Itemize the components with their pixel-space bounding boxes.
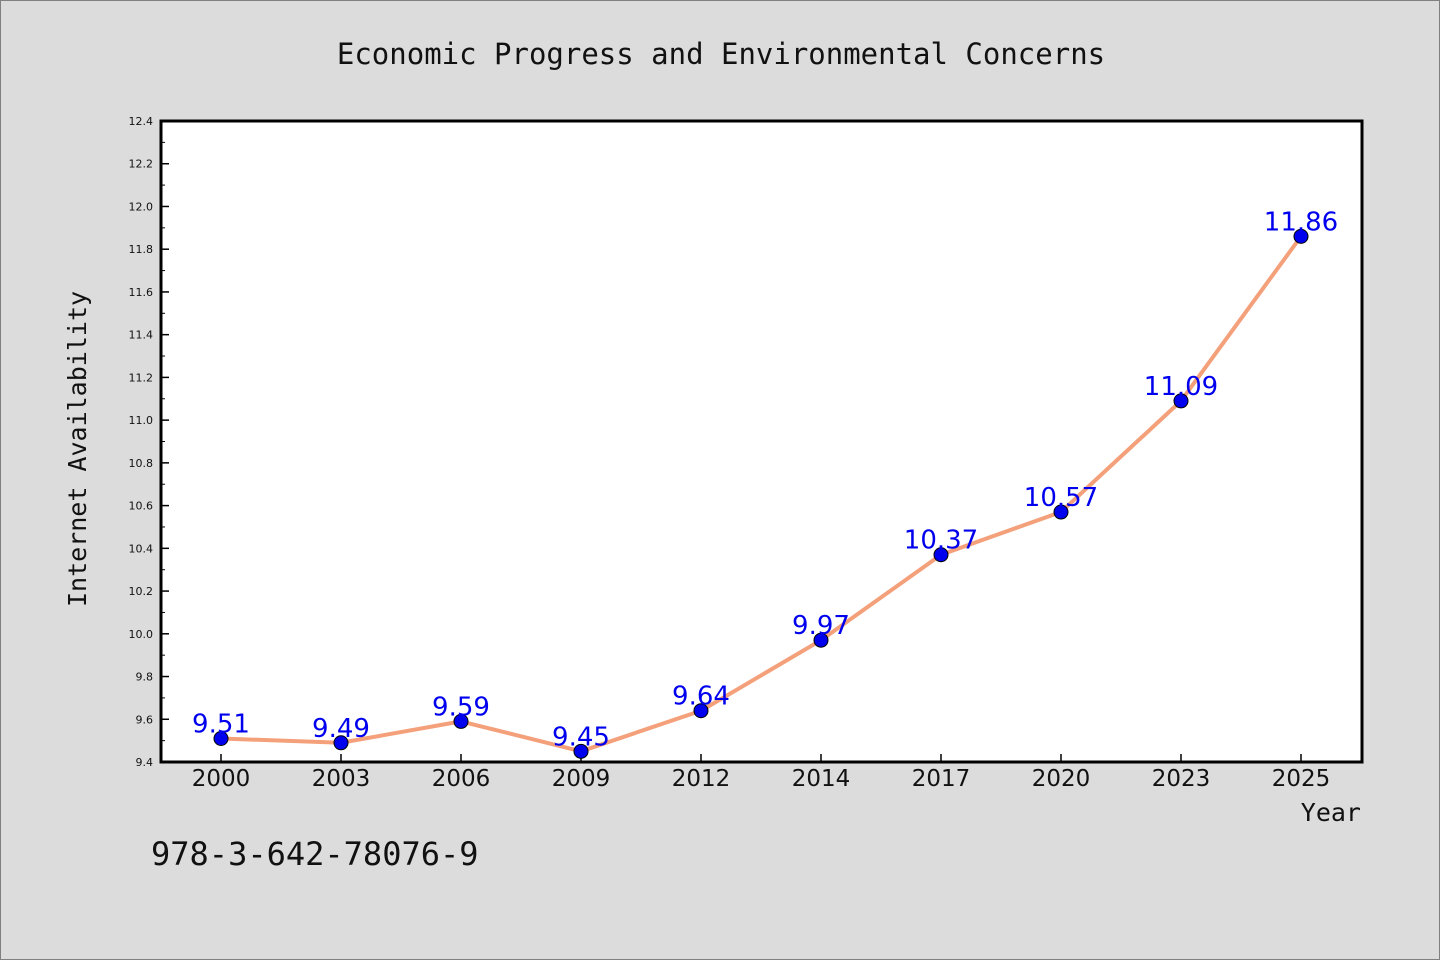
x-tick-label: 2012 <box>672 766 731 792</box>
y-tick-label: 10.0 <box>129 628 154 641</box>
data-point <box>453 713 469 729</box>
data-label: 11.09 <box>1144 372 1218 402</box>
x-tick-label: 2025 <box>1272 766 1331 792</box>
x-axis-label: Year <box>1301 798 1361 827</box>
y-tick-label: 9.8 <box>136 671 154 684</box>
y-tick-label: 11.2 <box>129 371 154 384</box>
data-point <box>333 735 349 751</box>
data-label: 9.49 <box>312 714 370 744</box>
data-label: 9.64 <box>672 682 730 712</box>
data-label: 10.57 <box>1024 483 1098 513</box>
data-point <box>693 703 709 719</box>
y-tick-label: 12.0 <box>129 200 154 213</box>
y-tick-label: 9.4 <box>136 756 154 769</box>
y-tick-label: 11.6 <box>129 286 154 299</box>
data-point <box>933 547 949 563</box>
data-point <box>1173 393 1189 409</box>
data-labels: 9.51 9.49 9.59 9.45 9.64 9.97 10.37 10.57 11.09 1… <box>192 207 1338 752</box>
x-tick-label: 2000 <box>192 766 251 792</box>
x-tick-label: 2014 <box>792 766 851 792</box>
data-point <box>813 632 829 648</box>
isbn-text: 978-3-642-78076-9 <box>151 835 479 873</box>
x-tick-label: 2009 <box>552 766 611 792</box>
data-point <box>1053 504 1069 520</box>
y-tick-label: 12.2 <box>129 158 154 171</box>
y-tick-label: 10.2 <box>129 585 154 598</box>
data-label: 11.86 <box>1264 207 1338 237</box>
x-tick-label: 2003 <box>312 766 371 792</box>
y-axis: 9.4 9.6 9.8 10.0 10.2 10.4 10.6 10.8 11.0 11.2 11.… <box>129 115 169 769</box>
series-group <box>213 228 1309 759</box>
x-tick-label: 2023 <box>1152 766 1211 792</box>
data-label: 10.37 <box>904 526 978 556</box>
x-axis: 2000 2003 2006 2009 2012 2014 2017 2020 2023 2025 <box>192 754 1331 792</box>
data-point <box>213 730 229 746</box>
x-tick-label: 2020 <box>1032 766 1091 792</box>
y-axis-label: Internet Availability <box>63 291 92 607</box>
data-label: 9.45 <box>552 722 610 752</box>
x-tick-label: 2017 <box>912 766 971 792</box>
y-tick-label: 10.8 <box>129 457 154 470</box>
data-label: 9.51 <box>192 709 250 739</box>
x-tick-label: 2006 <box>432 766 491 792</box>
data-point <box>573 743 589 759</box>
plot-area <box>159 119 1364 764</box>
y-tick-label: 9.6 <box>136 713 154 726</box>
y-tick-label: 10.6 <box>129 500 154 513</box>
y-tick-label: 10.4 <box>129 542 154 555</box>
data-point <box>1293 228 1309 244</box>
series-line <box>219 234 1303 754</box>
y-tick-label: 12.4 <box>129 115 154 128</box>
chart-title: Economic Progress and Environmental Conc… <box>337 37 1105 71</box>
data-label: 9.59 <box>432 692 490 722</box>
y-tick-label: 11.0 <box>129 414 154 427</box>
y-tick-label: 11.8 <box>129 243 154 256</box>
y-tick-label: 11.4 <box>129 329 154 342</box>
data-label: 9.97 <box>792 611 850 641</box>
